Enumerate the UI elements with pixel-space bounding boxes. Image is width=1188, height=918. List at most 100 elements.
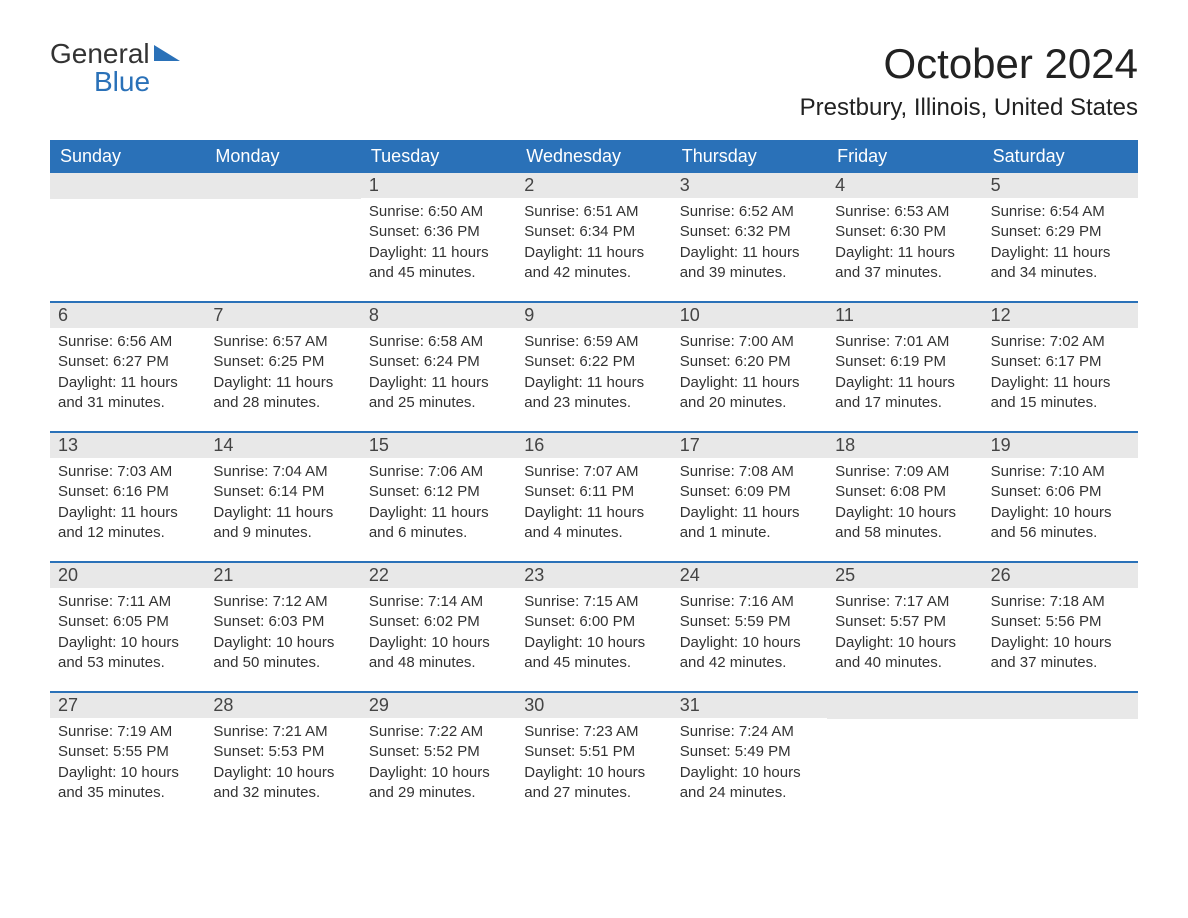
day-number: 24 xyxy=(672,563,827,588)
day-daylight1: Daylight: 11 hours xyxy=(991,243,1130,263)
day-cell: 28Sunrise: 7:21 AMSunset: 5:53 PMDayligh… xyxy=(205,693,360,803)
day-sunrise: Sunrise: 6:53 AM xyxy=(835,202,974,222)
day-number: 14 xyxy=(205,433,360,458)
weekday-header: Saturday xyxy=(983,140,1138,173)
day-number xyxy=(50,173,205,199)
day-daylight1: Daylight: 11 hours xyxy=(680,243,819,263)
day-daylight1: Daylight: 11 hours xyxy=(369,503,508,523)
day-body: Sunrise: 7:07 AMSunset: 6:11 PMDaylight:… xyxy=(516,458,671,543)
day-daylight2: and 45 minutes. xyxy=(524,653,663,673)
day-body: Sunrise: 6:57 AMSunset: 6:25 PMDaylight:… xyxy=(205,328,360,413)
day-sunrise: Sunrise: 6:50 AM xyxy=(369,202,508,222)
week-row: 20Sunrise: 7:11 AMSunset: 6:05 PMDayligh… xyxy=(50,561,1138,673)
weekday-header: Thursday xyxy=(672,140,827,173)
day-cell: 2Sunrise: 6:51 AMSunset: 6:34 PMDaylight… xyxy=(516,173,671,283)
day-number xyxy=(983,693,1138,719)
day-cell: 23Sunrise: 7:15 AMSunset: 6:00 PMDayligh… xyxy=(516,563,671,673)
day-sunset: Sunset: 6:02 PM xyxy=(369,612,508,632)
day-sunrise: Sunrise: 6:57 AM xyxy=(213,332,352,352)
day-sunset: Sunset: 6:12 PM xyxy=(369,482,508,502)
day-sunrise: Sunrise: 7:15 AM xyxy=(524,592,663,612)
day-sunrise: Sunrise: 7:16 AM xyxy=(680,592,819,612)
day-sunset: Sunset: 5:52 PM xyxy=(369,742,508,762)
day-daylight2: and 35 minutes. xyxy=(58,783,197,803)
day-cell: 5Sunrise: 6:54 AMSunset: 6:29 PMDaylight… xyxy=(983,173,1138,283)
day-daylight2: and 58 minutes. xyxy=(835,523,974,543)
day-daylight2: and 15 minutes. xyxy=(991,393,1130,413)
day-number: 8 xyxy=(361,303,516,328)
day-daylight2: and 53 minutes. xyxy=(58,653,197,673)
day-daylight1: Daylight: 10 hours xyxy=(369,763,508,783)
day-body: Sunrise: 7:17 AMSunset: 5:57 PMDaylight:… xyxy=(827,588,982,673)
day-body: Sunrise: 6:54 AMSunset: 6:29 PMDaylight:… xyxy=(983,198,1138,283)
day-number: 5 xyxy=(983,173,1138,198)
day-number: 3 xyxy=(672,173,827,198)
day-sunrise: Sunrise: 7:04 AM xyxy=(213,462,352,482)
day-number: 10 xyxy=(672,303,827,328)
day-sunset: Sunset: 6:05 PM xyxy=(58,612,197,632)
day-daylight1: Daylight: 10 hours xyxy=(524,633,663,653)
day-cell: 24Sunrise: 7:16 AMSunset: 5:59 PMDayligh… xyxy=(672,563,827,673)
logo: General Blue xyxy=(50,40,180,96)
day-body: Sunrise: 6:52 AMSunset: 6:32 PMDaylight:… xyxy=(672,198,827,283)
weekday-header: Friday xyxy=(827,140,982,173)
day-cell: 25Sunrise: 7:17 AMSunset: 5:57 PMDayligh… xyxy=(827,563,982,673)
day-sunrise: Sunrise: 7:00 AM xyxy=(680,332,819,352)
day-cell: 21Sunrise: 7:12 AMSunset: 6:03 PMDayligh… xyxy=(205,563,360,673)
day-body: Sunrise: 7:03 AMSunset: 6:16 PMDaylight:… xyxy=(50,458,205,543)
day-body: Sunrise: 7:06 AMSunset: 6:12 PMDaylight:… xyxy=(361,458,516,543)
day-body: Sunrise: 6:56 AMSunset: 6:27 PMDaylight:… xyxy=(50,328,205,413)
day-sunset: Sunset: 5:55 PM xyxy=(58,742,197,762)
day-sunset: Sunset: 6:22 PM xyxy=(524,352,663,372)
weekday-header: Tuesday xyxy=(361,140,516,173)
day-cell: 27Sunrise: 7:19 AMSunset: 5:55 PMDayligh… xyxy=(50,693,205,803)
week-row: 1Sunrise: 6:50 AMSunset: 6:36 PMDaylight… xyxy=(50,173,1138,283)
day-daylight2: and 1 minute. xyxy=(680,523,819,543)
day-number: 12 xyxy=(983,303,1138,328)
day-daylight2: and 29 minutes. xyxy=(369,783,508,803)
day-daylight1: Daylight: 10 hours xyxy=(991,503,1130,523)
day-daylight1: Daylight: 11 hours xyxy=(680,503,819,523)
day-daylight1: Daylight: 11 hours xyxy=(524,373,663,393)
day-sunset: Sunset: 5:57 PM xyxy=(835,612,974,632)
day-number xyxy=(827,693,982,719)
day-number: 23 xyxy=(516,563,671,588)
day-number: 9 xyxy=(516,303,671,328)
day-daylight2: and 25 minutes. xyxy=(369,393,508,413)
day-sunrise: Sunrise: 7:24 AM xyxy=(680,722,819,742)
day-daylight1: Daylight: 11 hours xyxy=(213,373,352,393)
day-sunset: Sunset: 6:20 PM xyxy=(680,352,819,372)
day-daylight1: Daylight: 11 hours xyxy=(58,503,197,523)
day-daylight2: and 56 minutes. xyxy=(991,523,1130,543)
day-daylight1: Daylight: 11 hours xyxy=(991,373,1130,393)
day-sunrise: Sunrise: 7:12 AM xyxy=(213,592,352,612)
day-number: 30 xyxy=(516,693,671,718)
day-sunset: Sunset: 6:25 PM xyxy=(213,352,352,372)
day-daylight2: and 37 minutes. xyxy=(835,263,974,283)
weekday-header: Sunday xyxy=(50,140,205,173)
day-number: 21 xyxy=(205,563,360,588)
day-daylight2: and 40 minutes. xyxy=(835,653,974,673)
day-sunrise: Sunrise: 6:56 AM xyxy=(58,332,197,352)
day-number: 17 xyxy=(672,433,827,458)
day-body: Sunrise: 7:01 AMSunset: 6:19 PMDaylight:… xyxy=(827,328,982,413)
day-cell: 16Sunrise: 7:07 AMSunset: 6:11 PMDayligh… xyxy=(516,433,671,543)
day-cell: 20Sunrise: 7:11 AMSunset: 6:05 PMDayligh… xyxy=(50,563,205,673)
day-daylight2: and 28 minutes. xyxy=(213,393,352,413)
day-sunset: Sunset: 5:51 PM xyxy=(524,742,663,762)
logo-text-blue: Blue xyxy=(94,68,180,96)
day-cell: 29Sunrise: 7:22 AMSunset: 5:52 PMDayligh… xyxy=(361,693,516,803)
day-number: 18 xyxy=(827,433,982,458)
day-cell: 4Sunrise: 6:53 AMSunset: 6:30 PMDaylight… xyxy=(827,173,982,283)
day-sunset: Sunset: 5:56 PM xyxy=(991,612,1130,632)
day-daylight1: Daylight: 10 hours xyxy=(213,763,352,783)
day-sunrise: Sunrise: 6:51 AM xyxy=(524,202,663,222)
day-number: 29 xyxy=(361,693,516,718)
day-daylight1: Daylight: 10 hours xyxy=(835,633,974,653)
day-daylight2: and 24 minutes. xyxy=(680,783,819,803)
day-sunrise: Sunrise: 6:58 AM xyxy=(369,332,508,352)
day-daylight1: Daylight: 10 hours xyxy=(680,633,819,653)
logo-flag-icon xyxy=(154,40,180,68)
day-body: Sunrise: 7:10 AMSunset: 6:06 PMDaylight:… xyxy=(983,458,1138,543)
day-sunset: Sunset: 6:32 PM xyxy=(680,222,819,242)
